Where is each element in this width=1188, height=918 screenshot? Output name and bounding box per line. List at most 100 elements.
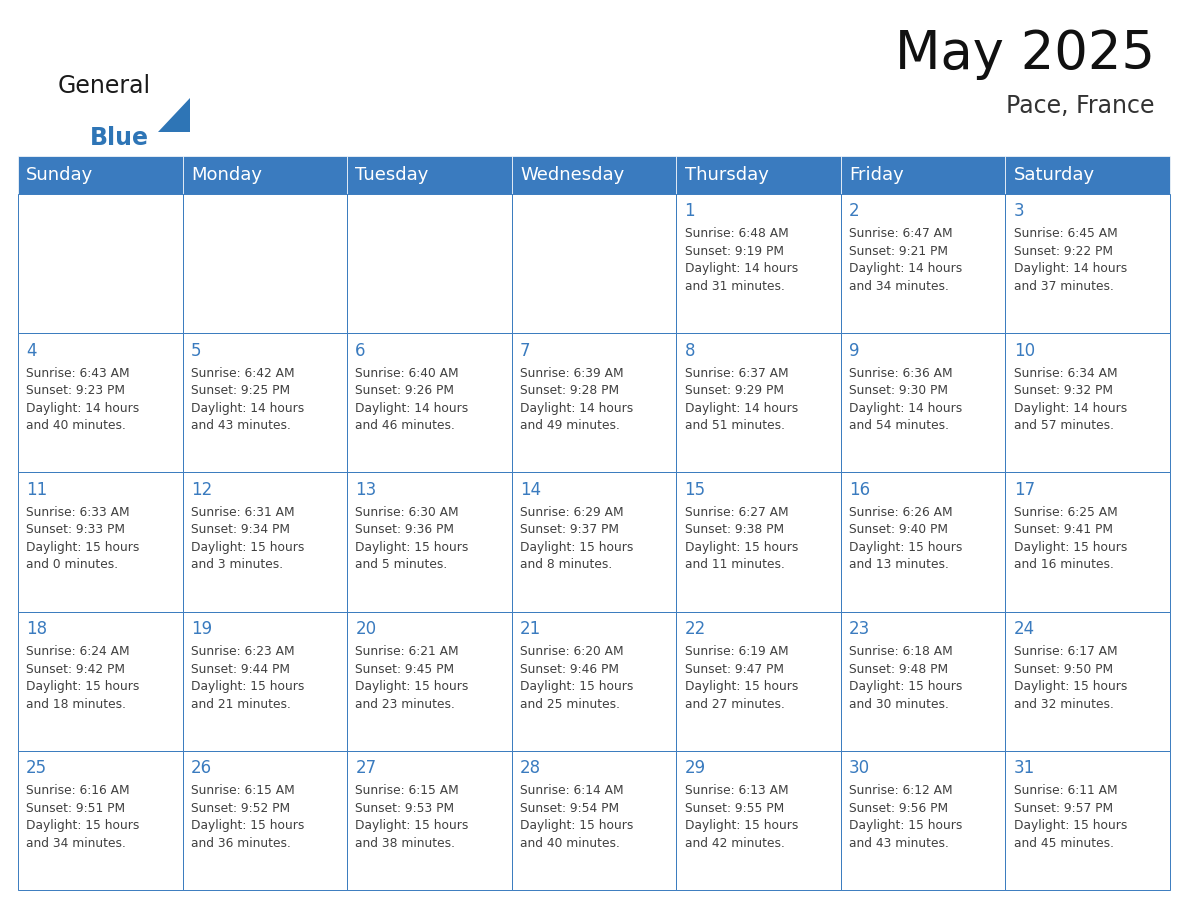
Bar (1005, 194, 1170, 333)
Text: Monday: Monday (191, 166, 261, 184)
Text: 3: 3 (1013, 202, 1024, 220)
Bar (183, 156, 347, 194)
Text: Sunrise: 6:23 AM
Sunset: 9:44 PM
Daylight: 15 hours
and 21 minutes.: Sunrise: 6:23 AM Sunset: 9:44 PM Dayligh… (191, 645, 304, 711)
Text: 28: 28 (520, 759, 541, 778)
Bar (841, 751, 1005, 890)
Text: Wednesday: Wednesday (520, 166, 624, 184)
Text: Sunrise: 6:48 AM
Sunset: 9:19 PM
Daylight: 14 hours
and 31 minutes.: Sunrise: 6:48 AM Sunset: 9:19 PM Dayligh… (684, 228, 798, 293)
Text: 9: 9 (849, 341, 860, 360)
Text: Sunrise: 6:16 AM
Sunset: 9:51 PM
Daylight: 15 hours
and 34 minutes.: Sunrise: 6:16 AM Sunset: 9:51 PM Dayligh… (26, 784, 140, 850)
Text: Sunrise: 6:34 AM
Sunset: 9:32 PM
Daylight: 14 hours
and 57 minutes.: Sunrise: 6:34 AM Sunset: 9:32 PM Dayligh… (1013, 366, 1127, 432)
Text: 16: 16 (849, 481, 871, 498)
Text: 6: 6 (355, 341, 366, 360)
Bar (841, 156, 1005, 194)
Bar (841, 333, 1005, 473)
Text: 4: 4 (26, 341, 37, 360)
Text: 13: 13 (355, 481, 377, 498)
Text: May 2025: May 2025 (895, 28, 1155, 80)
Bar (347, 751, 512, 890)
Text: Sunrise: 6:13 AM
Sunset: 9:55 PM
Daylight: 15 hours
and 42 minutes.: Sunrise: 6:13 AM Sunset: 9:55 PM Dayligh… (684, 784, 798, 850)
Bar (347, 156, 512, 194)
Bar (347, 194, 512, 333)
Text: 21: 21 (520, 620, 542, 638)
Text: Sunrise: 6:47 AM
Sunset: 9:21 PM
Daylight: 14 hours
and 34 minutes.: Sunrise: 6:47 AM Sunset: 9:21 PM Dayligh… (849, 228, 962, 293)
Polygon shape (158, 98, 190, 132)
Text: 18: 18 (26, 620, 48, 638)
Text: 24: 24 (1013, 620, 1035, 638)
Text: Sunrise: 6:18 AM
Sunset: 9:48 PM
Daylight: 15 hours
and 30 minutes.: Sunrise: 6:18 AM Sunset: 9:48 PM Dayligh… (849, 645, 962, 711)
Text: Sunrise: 6:43 AM
Sunset: 9:23 PM
Daylight: 14 hours
and 40 minutes.: Sunrise: 6:43 AM Sunset: 9:23 PM Dayligh… (26, 366, 139, 432)
Text: General: General (58, 74, 151, 98)
Bar (512, 156, 676, 194)
Text: Sunrise: 6:19 AM
Sunset: 9:47 PM
Daylight: 15 hours
and 27 minutes.: Sunrise: 6:19 AM Sunset: 9:47 PM Dayligh… (684, 645, 798, 711)
Text: Sunrise: 6:21 AM
Sunset: 9:45 PM
Daylight: 15 hours
and 23 minutes.: Sunrise: 6:21 AM Sunset: 9:45 PM Dayligh… (355, 645, 469, 711)
Text: Sunrise: 6:17 AM
Sunset: 9:50 PM
Daylight: 15 hours
and 32 minutes.: Sunrise: 6:17 AM Sunset: 9:50 PM Dayligh… (1013, 645, 1127, 711)
Text: Sunrise: 6:30 AM
Sunset: 9:36 PM
Daylight: 15 hours
and 5 minutes.: Sunrise: 6:30 AM Sunset: 9:36 PM Dayligh… (355, 506, 469, 571)
Bar (18, 473, 183, 611)
Text: Sunrise: 6:20 AM
Sunset: 9:46 PM
Daylight: 15 hours
and 25 minutes.: Sunrise: 6:20 AM Sunset: 9:46 PM Dayligh… (520, 645, 633, 711)
Bar (676, 333, 841, 473)
Text: 5: 5 (191, 341, 201, 360)
Text: Sunrise: 6:12 AM
Sunset: 9:56 PM
Daylight: 15 hours
and 43 minutes.: Sunrise: 6:12 AM Sunset: 9:56 PM Dayligh… (849, 784, 962, 850)
Text: 1: 1 (684, 202, 695, 220)
Bar (512, 333, 676, 473)
Text: 29: 29 (684, 759, 706, 778)
Text: 8: 8 (684, 341, 695, 360)
Bar (841, 473, 1005, 611)
Text: Sunrise: 6:15 AM
Sunset: 9:53 PM
Daylight: 15 hours
and 38 minutes.: Sunrise: 6:15 AM Sunset: 9:53 PM Dayligh… (355, 784, 469, 850)
Text: Saturday: Saturday (1013, 166, 1095, 184)
Text: Thursday: Thursday (684, 166, 769, 184)
Text: Sunrise: 6:27 AM
Sunset: 9:38 PM
Daylight: 15 hours
and 11 minutes.: Sunrise: 6:27 AM Sunset: 9:38 PM Dayligh… (684, 506, 798, 571)
Text: Sunrise: 6:37 AM
Sunset: 9:29 PM
Daylight: 14 hours
and 51 minutes.: Sunrise: 6:37 AM Sunset: 9:29 PM Dayligh… (684, 366, 798, 432)
Text: 7: 7 (520, 341, 531, 360)
Text: 25: 25 (26, 759, 48, 778)
Bar (183, 751, 347, 890)
Bar (676, 156, 841, 194)
Text: Sunrise: 6:26 AM
Sunset: 9:40 PM
Daylight: 15 hours
and 13 minutes.: Sunrise: 6:26 AM Sunset: 9:40 PM Dayligh… (849, 506, 962, 571)
Bar (676, 611, 841, 751)
Text: Sunday: Sunday (26, 166, 94, 184)
Text: 22: 22 (684, 620, 706, 638)
Text: Sunrise: 6:45 AM
Sunset: 9:22 PM
Daylight: 14 hours
and 37 minutes.: Sunrise: 6:45 AM Sunset: 9:22 PM Dayligh… (1013, 228, 1127, 293)
Bar (1005, 473, 1170, 611)
Text: 20: 20 (355, 620, 377, 638)
Text: 15: 15 (684, 481, 706, 498)
Text: 26: 26 (191, 759, 211, 778)
Text: 30: 30 (849, 759, 871, 778)
Text: Sunrise: 6:29 AM
Sunset: 9:37 PM
Daylight: 15 hours
and 8 minutes.: Sunrise: 6:29 AM Sunset: 9:37 PM Dayligh… (520, 506, 633, 571)
Text: Sunrise: 6:24 AM
Sunset: 9:42 PM
Daylight: 15 hours
and 18 minutes.: Sunrise: 6:24 AM Sunset: 9:42 PM Dayligh… (26, 645, 140, 711)
Bar (841, 611, 1005, 751)
Bar (18, 333, 183, 473)
Bar (512, 611, 676, 751)
Text: Sunrise: 6:31 AM
Sunset: 9:34 PM
Daylight: 15 hours
and 3 minutes.: Sunrise: 6:31 AM Sunset: 9:34 PM Dayligh… (191, 506, 304, 571)
Text: Sunrise: 6:39 AM
Sunset: 9:28 PM
Daylight: 14 hours
and 49 minutes.: Sunrise: 6:39 AM Sunset: 9:28 PM Dayligh… (520, 366, 633, 432)
Bar (347, 333, 512, 473)
Bar (183, 333, 347, 473)
Bar (18, 194, 183, 333)
Bar (18, 751, 183, 890)
Bar (347, 473, 512, 611)
Text: Tuesday: Tuesday (355, 166, 429, 184)
Text: Sunrise: 6:25 AM
Sunset: 9:41 PM
Daylight: 15 hours
and 16 minutes.: Sunrise: 6:25 AM Sunset: 9:41 PM Dayligh… (1013, 506, 1127, 571)
Text: Sunrise: 6:14 AM
Sunset: 9:54 PM
Daylight: 15 hours
and 40 minutes.: Sunrise: 6:14 AM Sunset: 9:54 PM Dayligh… (520, 784, 633, 850)
Bar (512, 751, 676, 890)
Bar (347, 611, 512, 751)
Text: Sunrise: 6:11 AM
Sunset: 9:57 PM
Daylight: 15 hours
and 45 minutes.: Sunrise: 6:11 AM Sunset: 9:57 PM Dayligh… (1013, 784, 1127, 850)
Text: 14: 14 (520, 481, 541, 498)
Bar (18, 156, 183, 194)
Bar (1005, 751, 1170, 890)
Text: Sunrise: 6:40 AM
Sunset: 9:26 PM
Daylight: 14 hours
and 46 minutes.: Sunrise: 6:40 AM Sunset: 9:26 PM Dayligh… (355, 366, 468, 432)
Bar (1005, 333, 1170, 473)
Text: Blue: Blue (90, 126, 148, 150)
Text: Sunrise: 6:33 AM
Sunset: 9:33 PM
Daylight: 15 hours
and 0 minutes.: Sunrise: 6:33 AM Sunset: 9:33 PM Dayligh… (26, 506, 140, 571)
Text: 31: 31 (1013, 759, 1035, 778)
Bar (676, 751, 841, 890)
Bar (676, 194, 841, 333)
Text: 17: 17 (1013, 481, 1035, 498)
Bar (676, 473, 841, 611)
Text: 12: 12 (191, 481, 211, 498)
Text: 2: 2 (849, 202, 860, 220)
Bar (512, 194, 676, 333)
Text: 19: 19 (191, 620, 211, 638)
Text: Sunrise: 6:15 AM
Sunset: 9:52 PM
Daylight: 15 hours
and 36 minutes.: Sunrise: 6:15 AM Sunset: 9:52 PM Dayligh… (191, 784, 304, 850)
